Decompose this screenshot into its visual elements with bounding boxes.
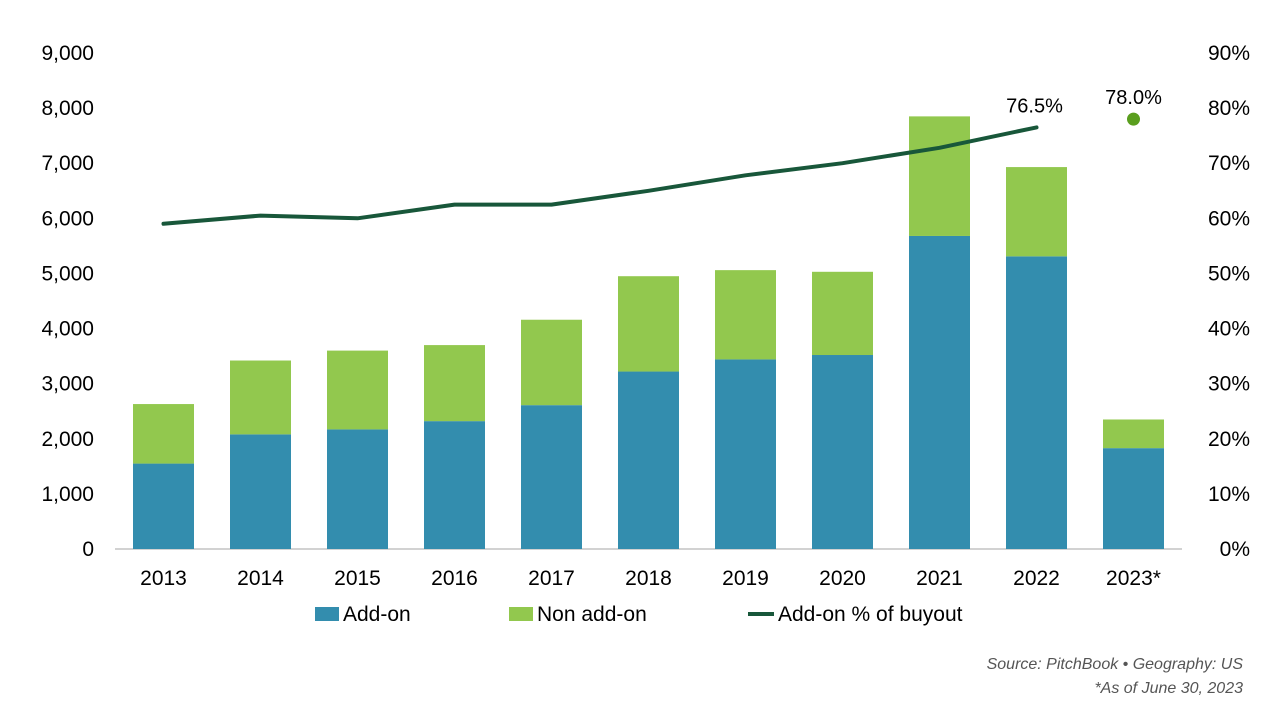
bar-add-on xyxy=(327,429,388,549)
x-axis-tick-label: 2016 xyxy=(431,567,478,590)
legend-label-non-add-on: Non add-on xyxy=(537,603,647,626)
x-axis-tick-label: 2019 xyxy=(722,567,769,590)
data-labels: 76.5% 78.0% xyxy=(1006,87,1162,117)
bar-add-on xyxy=(812,355,873,549)
x-axis-tick-label: 2020 xyxy=(819,567,866,590)
bar-add-on xyxy=(1103,448,1164,549)
bar-add-on xyxy=(133,463,194,549)
left-axis-tick-label: 7,000 xyxy=(41,152,94,175)
x-axis-tick-label: 2017 xyxy=(528,567,575,590)
legend: Add-on Non add-on Add-on % of buyout xyxy=(315,603,963,626)
right-axis-tick-label: 90% xyxy=(1208,42,1250,65)
legend-label-add-on-of-buyout: Add-on % of buyout xyxy=(778,603,963,626)
left-axis-tick-label: 0 xyxy=(82,538,94,561)
bar-non-add-on xyxy=(812,271,873,356)
left-axis-tick-label: 2,000 xyxy=(41,428,94,451)
data-label-2022: 76.5% xyxy=(1006,95,1063,117)
legend-swatch-add-on xyxy=(315,607,339,621)
right-axis-tick-label: 10% xyxy=(1208,483,1250,506)
bar-non-add-on xyxy=(715,270,776,360)
bar-non-add-on xyxy=(1006,167,1067,257)
right-axis-tick-label: 0% xyxy=(1220,538,1250,561)
bar-non-add-on xyxy=(1103,419,1164,449)
bar-non-add-on xyxy=(424,345,485,422)
left-axis-tick-label: 9,000 xyxy=(41,42,94,65)
left-axis-tick-label: 8,000 xyxy=(41,97,94,120)
source-note: Source: PitchBook • Geography: US xyxy=(986,656,1243,673)
bar-add-on xyxy=(715,359,776,549)
bar-add-on xyxy=(424,421,485,549)
left-axis-tick-label: 4,000 xyxy=(41,318,94,341)
x-axis-tick-label: 2015 xyxy=(334,567,381,590)
bar-non-add-on xyxy=(521,319,582,406)
x-axis-tick-label: 2018 xyxy=(625,567,672,590)
right-axis-tick-label: 40% xyxy=(1208,318,1250,341)
bar-series xyxy=(133,116,1164,550)
x-axis-ticks: 2013 2014 2015 2016 2017 2018 2019 2020 2021 2022… xyxy=(140,567,1161,590)
bar-non-add-on xyxy=(230,360,291,435)
right-axis-ticks: 0% 10% 20% 30% 40% 50% 60% 70% 80% 90% xyxy=(1208,42,1250,561)
bar-non-add-on xyxy=(909,116,970,236)
bar-add-on xyxy=(909,235,970,550)
left-axis-tick-label: 5,000 xyxy=(41,262,94,285)
x-axis-tick-label: 2013 xyxy=(140,567,187,590)
x-axis-tick-label: 2023* xyxy=(1106,567,1161,590)
left-axis-tick-label: 6,000 xyxy=(41,207,94,230)
left-axis-ticks: 0 1,000 2,000 3,000 4,000 5,000 6,000 7,000 8,00… xyxy=(41,42,94,561)
right-axis-tick-label: 30% xyxy=(1208,373,1250,396)
footnote: *As of June 30, 2023 xyxy=(1094,680,1243,697)
bar-add-on xyxy=(230,434,291,549)
right-axis-tick-label: 70% xyxy=(1208,152,1250,175)
left-axis-tick-label: 1,000 xyxy=(41,483,94,506)
bar-add-on xyxy=(521,405,582,549)
bar-non-add-on xyxy=(327,350,388,430)
right-axis-tick-label: 60% xyxy=(1208,207,1250,230)
bar-non-add-on xyxy=(133,404,194,464)
right-axis-tick-label: 80% xyxy=(1208,97,1250,120)
line-series xyxy=(161,112,1140,226)
bar-add-on xyxy=(618,371,679,549)
bar-add-on xyxy=(1006,256,1067,549)
x-axis-tick-label: 2014 xyxy=(237,567,284,590)
x-axis-tick-label: 2021 xyxy=(916,567,963,590)
point-2023 xyxy=(1127,112,1140,126)
right-axis-tick-label: 50% xyxy=(1208,262,1250,285)
data-label-2023: 78.0% xyxy=(1105,87,1162,109)
legend-swatch-non-add-on xyxy=(509,607,533,621)
bar-non-add-on xyxy=(618,276,679,372)
left-axis-tick-label: 3,000 xyxy=(41,373,94,396)
right-axis-tick-label: 20% xyxy=(1208,428,1250,451)
x-axis-tick-label: 2022 xyxy=(1013,567,1060,590)
line-add-on-pct-of-buyout xyxy=(161,125,1039,226)
legend-label-add-on: Add-on xyxy=(343,603,411,626)
